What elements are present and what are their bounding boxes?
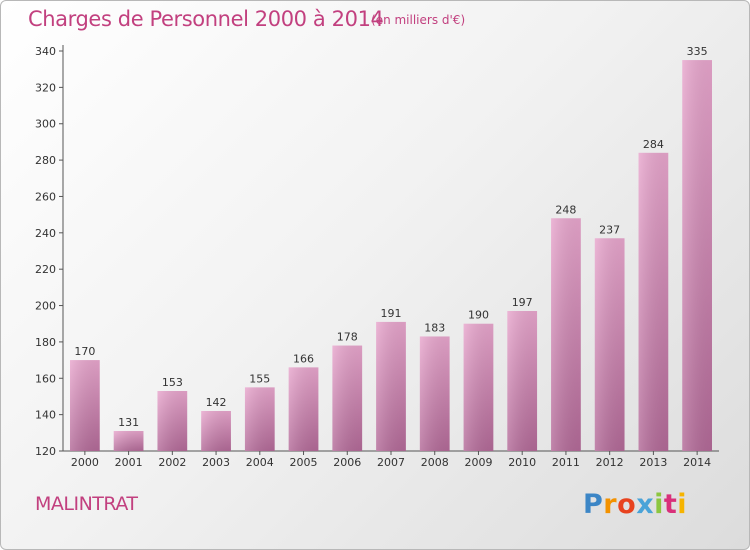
data-label: 335	[687, 45, 708, 58]
data-label: 190	[468, 309, 489, 322]
y-tick-label: 340	[35, 45, 56, 58]
x-tick-label: 2008	[421, 456, 449, 469]
y-tick-label: 200	[35, 300, 56, 313]
bar-shade-2002	[157, 391, 188, 451]
x-tick-label: 2000	[71, 456, 99, 469]
logo-letter: i	[677, 489, 688, 520]
chart-labels: 2000 170 2001 131 2002 153 2003 142 2004 155 2005 1…	[71, 45, 711, 469]
logo-letter: t	[663, 489, 678, 520]
chart-bars	[69, 60, 713, 451]
bar-shade-2000	[69, 360, 100, 451]
x-tick-label: 2001	[115, 456, 143, 469]
bar-shade-2010	[507, 311, 538, 451]
y-tick-label: 280	[35, 154, 56, 167]
x-tick-label: 2002	[158, 456, 186, 469]
bar-shade-2005	[288, 367, 319, 451]
data-label: 284	[643, 138, 664, 151]
bar-shade-2007	[376, 321, 406, 451]
data-label: 166	[293, 352, 314, 365]
y-tick-label: 180	[35, 336, 56, 349]
proxiti-logo[interactable]: Proxiti	[583, 489, 687, 520]
bar-shade-2003	[201, 411, 231, 451]
chart-subtitle: (en milliers d'€)	[371, 13, 466, 27]
data-label: 178	[337, 331, 358, 344]
y-tick-label: 220	[35, 263, 56, 276]
x-tick-label: 2007	[377, 456, 405, 469]
x-tick-label: 2006	[333, 456, 361, 469]
y-tick-label: 260	[35, 190, 56, 203]
y-tick-label: 160	[35, 372, 56, 385]
logo-letter: P	[583, 489, 604, 520]
bar-shade-2012	[594, 238, 625, 451]
data-label: 142	[206, 396, 227, 409]
data-label: 170	[74, 345, 95, 358]
y-tick-label: 240	[35, 227, 56, 240]
chart-title: Charges de Personnel 2000 à 2014	[28, 7, 384, 31]
data-label: 131	[118, 416, 139, 429]
y-tick-label: 320	[35, 81, 56, 94]
x-tick-label: 2013	[639, 456, 667, 469]
data-label: 197	[512, 296, 533, 309]
logo-letter: r	[603, 489, 618, 520]
bar-shade-2013	[638, 152, 669, 451]
y-tick-label: 140	[35, 409, 56, 422]
x-tick-label: 2010	[508, 456, 536, 469]
data-label: 155	[249, 372, 270, 385]
logo-letter: i	[654, 489, 664, 520]
bar-shade-2006	[332, 345, 363, 451]
x-tick-label: 2004	[246, 456, 274, 469]
x-tick-label: 2009	[464, 456, 492, 469]
data-label: 237	[599, 223, 620, 236]
y-tick-label: 300	[35, 118, 56, 131]
data-label: 191	[381, 307, 402, 320]
bar-shade-2009	[463, 323, 494, 451]
data-label: 153	[162, 376, 183, 389]
y-tick-label: 120	[35, 445, 56, 458]
x-tick-label: 2012	[596, 456, 624, 469]
x-tick-label: 2003	[202, 456, 230, 469]
x-tick-label: 2014	[683, 456, 711, 469]
x-tick-label: 2005	[290, 456, 318, 469]
chart-axes: 120 140 160 180 200 220 240 260 280 300 320 340	[35, 45, 719, 458]
logo-letter: o	[617, 489, 637, 520]
bar-shade-2014	[682, 60, 713, 451]
commune-name: MALINTRAT	[35, 493, 138, 515]
bar-shade-2008	[419, 336, 450, 451]
bar-shade-2004	[244, 387, 275, 451]
x-tick-label: 2011	[552, 456, 580, 469]
bar-shade-2011	[551, 218, 581, 451]
data-label: 183	[424, 321, 445, 334]
data-label: 248	[555, 203, 576, 216]
bar-shade-2001	[113, 431, 144, 451]
logo-letter: x	[636, 489, 655, 520]
